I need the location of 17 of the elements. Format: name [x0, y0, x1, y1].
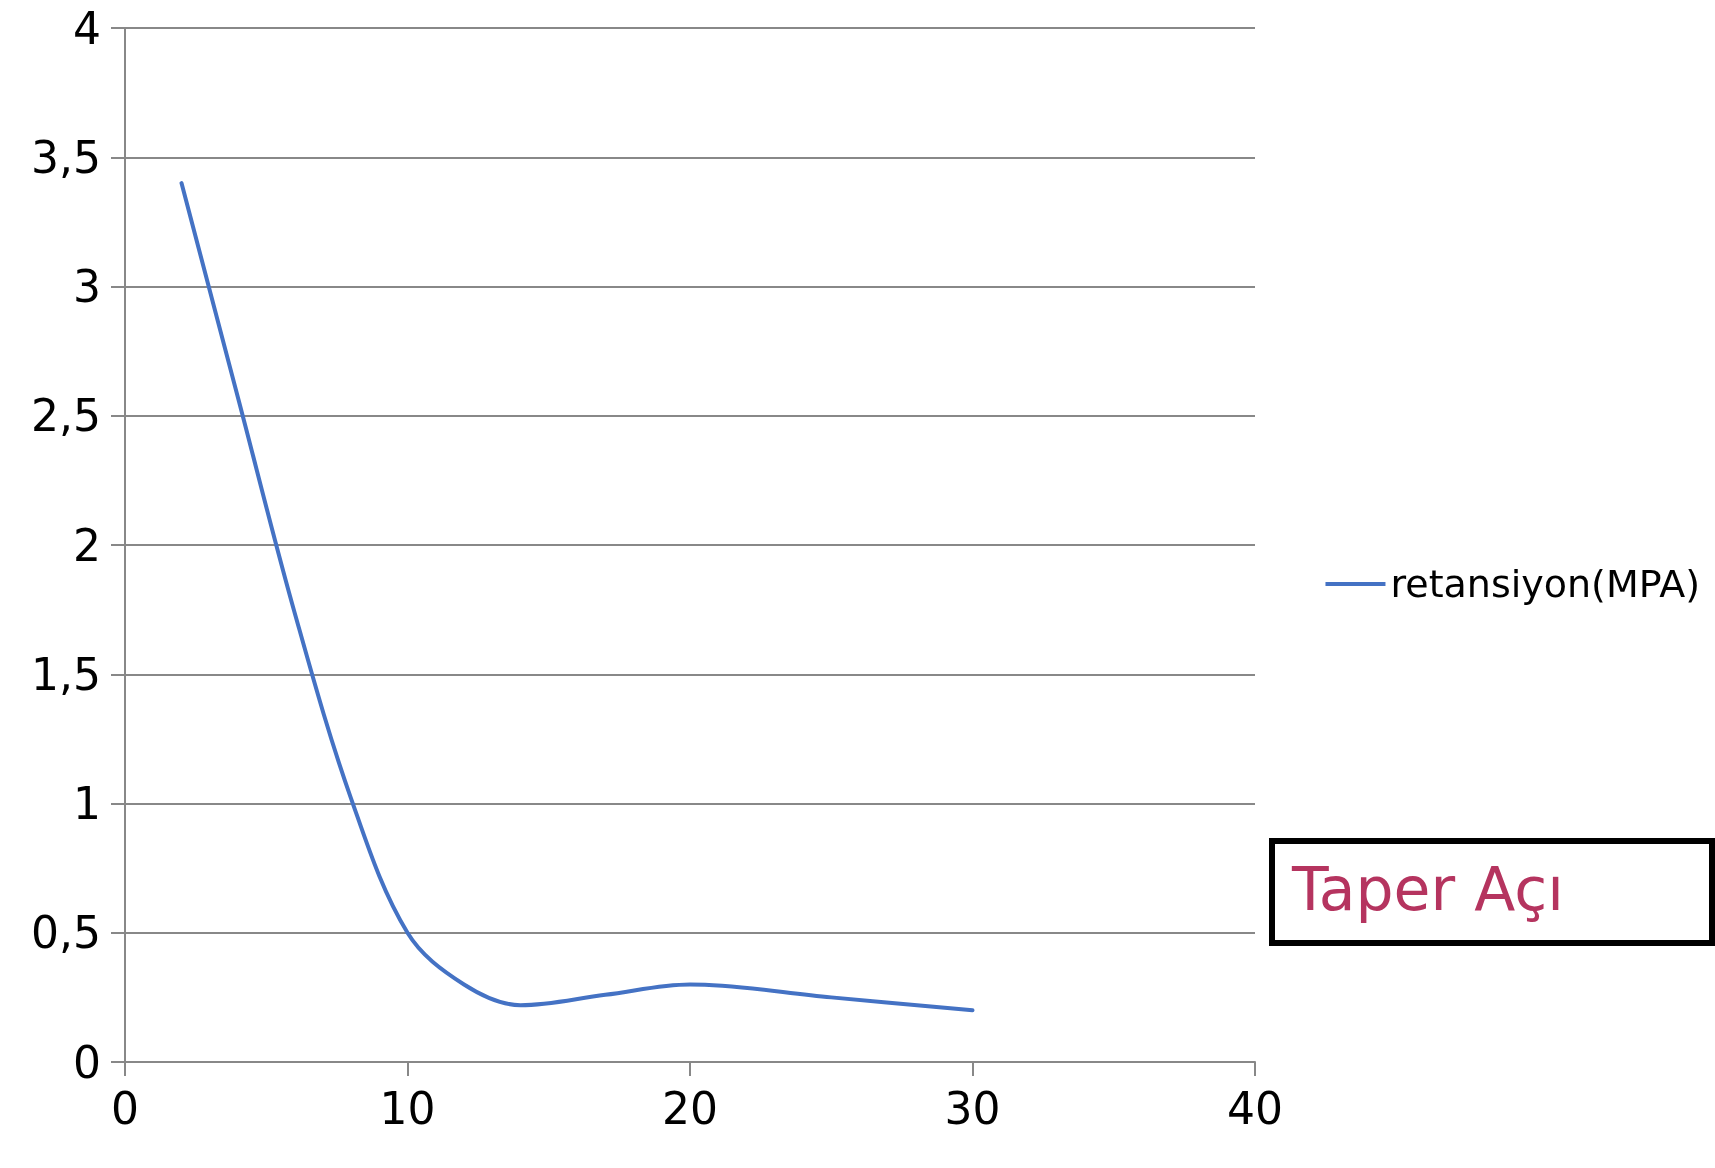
- y-tick-label: 3: [73, 261, 101, 312]
- x-tick-label: 20: [662, 1082, 718, 1134]
- y-tick-label: 4: [73, 2, 101, 54]
- x-tick-label: 0: [111, 1082, 139, 1134]
- y-tick-label: 0,5: [31, 907, 101, 959]
- x-tick-label: 10: [379, 1082, 436, 1134]
- y-tick-label: 1,5: [31, 648, 101, 700]
- y-tick-label: 2: [73, 519, 101, 571]
- y-tick-label: 2,5: [31, 390, 101, 442]
- x-tick-label: 40: [1227, 1082, 1283, 1134]
- y-tick-label: 1: [73, 778, 101, 829]
- x-tick-label: 30: [944, 1082, 1001, 1134]
- y-tick-label: 3,5: [31, 131, 101, 183]
- legend-label: retansiyon(MPA): [1390, 562, 1700, 606]
- y-tick-label: 0: [73, 1036, 101, 1088]
- x-axis-title: Taper Açı: [1291, 854, 1564, 924]
- line-series: [179, 181, 975, 1013]
